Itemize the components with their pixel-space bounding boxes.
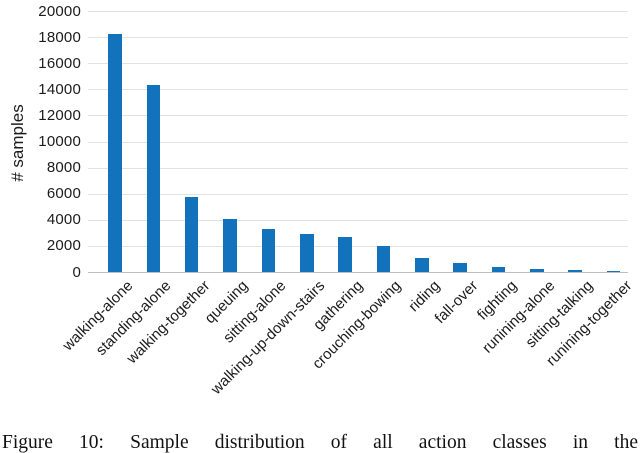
x-axis-line xyxy=(88,272,628,273)
gridline xyxy=(88,167,628,169)
gridline xyxy=(88,115,628,117)
gridline xyxy=(88,219,628,221)
y-axis-title: # samples xyxy=(8,104,27,182)
bar xyxy=(568,269,582,273)
bar xyxy=(453,263,467,273)
bar xyxy=(530,269,544,273)
y-tick-label: 0 xyxy=(72,263,81,281)
bar xyxy=(338,236,352,273)
gridline xyxy=(88,37,628,39)
y-tick-label: 8000 xyxy=(46,159,81,177)
figure-caption: Figure 10: Sample distribution of all ac… xyxy=(2,432,638,453)
gridline xyxy=(88,141,628,143)
y-tick-label: 14000 xyxy=(38,80,81,98)
bar xyxy=(146,84,161,273)
bar xyxy=(376,245,391,273)
bar xyxy=(184,196,199,273)
gridline xyxy=(88,89,628,91)
y-tick-label: 16000 xyxy=(38,54,81,72)
gridline xyxy=(88,11,628,12)
y-tick-label: 20000 xyxy=(38,2,81,20)
bar xyxy=(300,234,314,273)
y-tick-label: 18000 xyxy=(38,28,81,46)
gridline xyxy=(88,193,628,195)
gridline xyxy=(88,63,628,65)
bar xyxy=(491,266,506,273)
bar xyxy=(261,228,276,273)
bar xyxy=(223,218,237,273)
gridline xyxy=(88,245,628,247)
y-tick-label: 12000 xyxy=(38,106,81,124)
bar xyxy=(108,33,122,273)
y-tick-label: 6000 xyxy=(46,185,81,203)
bar xyxy=(606,270,621,273)
y-tick-label: 2000 xyxy=(46,237,81,255)
y-tick-label: 10000 xyxy=(38,133,81,150)
y-tick-label: 4000 xyxy=(46,211,81,229)
bar xyxy=(415,258,429,273)
